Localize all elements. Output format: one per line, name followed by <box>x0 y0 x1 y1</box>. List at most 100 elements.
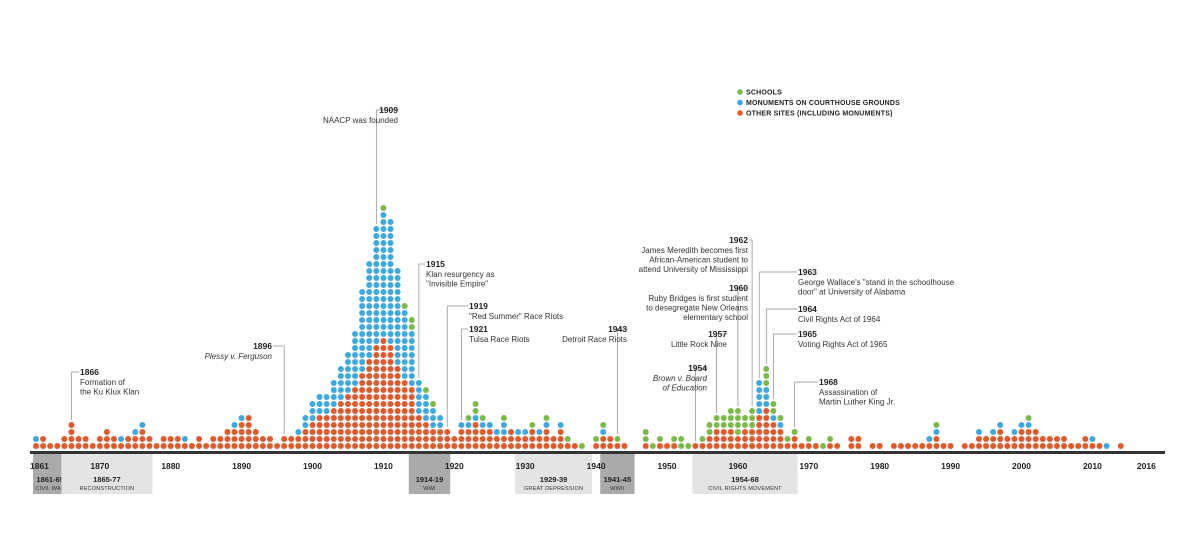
dot-courthouse-1910 <box>380 282 387 288</box>
dot-other-1874 <box>125 443 132 449</box>
dot-schools-1936 <box>564 436 571 442</box>
dot-courthouse-1914 <box>408 366 415 372</box>
dot-courthouse-1964 <box>763 387 770 393</box>
dot-other-1874 <box>125 436 132 442</box>
dot-other-1890 <box>238 443 245 449</box>
dot-courthouse-1901 <box>316 408 323 414</box>
dot-courthouse-1966 <box>777 422 784 428</box>
dot-other-2003 <box>1039 443 1046 449</box>
dot-other-1915 <box>415 415 422 421</box>
dot-other-1881 <box>174 436 181 442</box>
dot-other-1969 <box>798 443 805 449</box>
dot-courthouse-1927 <box>500 422 507 428</box>
dot-schools-1958 <box>720 422 727 428</box>
dot-schools-1959 <box>727 422 734 428</box>
dot-other-1879 <box>160 436 167 442</box>
annotation-year: 1921 <box>469 324 488 334</box>
dot-schools-1914 <box>408 317 415 323</box>
dot-other-1914 <box>408 422 415 428</box>
dot-other-1959 <box>727 443 734 449</box>
dot-schools-1959 <box>727 415 734 421</box>
dot-other-1910 <box>380 408 387 414</box>
dot-courthouse-1909 <box>373 303 380 309</box>
dot-other-1914 <box>408 436 415 442</box>
dot-other-1923 <box>472 436 479 442</box>
dot-schools-1951 <box>671 436 678 442</box>
dot-courthouse-1911 <box>387 324 394 330</box>
dot-courthouse-1908 <box>366 317 373 323</box>
dot-schools-1914 <box>408 324 415 330</box>
dot-other-1907 <box>359 373 366 379</box>
dot-other-1907 <box>359 422 366 428</box>
dot-courthouse-1963 <box>756 380 763 386</box>
dot-schools-1960 <box>734 429 741 435</box>
dot-courthouse-1911 <box>387 226 394 232</box>
dot-other-1891 <box>245 415 252 421</box>
dot-other-1875 <box>132 443 139 449</box>
dot-other-1871 <box>103 436 110 442</box>
dot-other-1909 <box>373 345 380 351</box>
dot-other-1983 <box>897 443 904 449</box>
dot-courthouse-1909 <box>373 331 380 337</box>
dot-other-1957 <box>713 429 720 435</box>
dot-other-1911 <box>387 394 394 400</box>
dot-other-1910 <box>380 436 387 442</box>
dot-other-1901 <box>316 429 323 435</box>
annotation-year: 1954 <box>688 363 707 373</box>
era-name: RECONSTRUCTION <box>80 486 135 492</box>
dot-courthouse-1907 <box>359 303 366 309</box>
dot-other-1925 <box>486 436 493 442</box>
dot-other-2002 <box>1032 443 1039 449</box>
dot-schools-1960 <box>734 422 741 428</box>
dot-other-1910 <box>380 352 387 358</box>
dot-other-1907 <box>359 387 366 393</box>
dot-other-1913 <box>401 429 408 435</box>
dot-other-1879 <box>160 443 167 449</box>
dot-other-2008 <box>1075 443 1082 449</box>
dot-courthouse-1910 <box>380 233 387 239</box>
dot-courthouse-1916 <box>422 408 429 414</box>
dot-courthouse-1941 <box>600 429 607 435</box>
dot-courthouse-1908 <box>366 261 373 267</box>
dot-other-1873 <box>118 443 125 449</box>
dot-other-1886 <box>210 443 217 449</box>
dot-schools-1964 <box>763 373 770 379</box>
dot-other-1913 <box>401 387 408 393</box>
dot-courthouse-1913 <box>401 373 408 379</box>
dot-other-1912 <box>394 401 401 407</box>
tick-label-1870: 1870 <box>90 461 109 471</box>
dot-other-1944 <box>621 443 628 449</box>
dot-other-1923 <box>472 429 479 435</box>
dot-courthouse-1910 <box>380 226 387 232</box>
dot-courthouse-1910 <box>380 268 387 274</box>
dot-other-1891 <box>245 443 252 449</box>
dot-schools-1952 <box>678 443 685 449</box>
dot-other-1876 <box>139 436 146 442</box>
dot-other-1920 <box>451 443 458 449</box>
dot-other-1963 <box>756 443 763 449</box>
dot-courthouse-1911 <box>387 317 394 323</box>
dot-other-1904 <box>337 429 344 435</box>
dot-courthouse-1906 <box>352 352 359 358</box>
dot-courthouse-1913 <box>401 324 408 330</box>
dot-courthouse-1911 <box>387 338 394 344</box>
dot-courthouse-1861 <box>33 436 39 442</box>
dot-courthouse-1912 <box>394 303 401 309</box>
dot-schools-1913 <box>401 303 408 309</box>
dot-courthouse-1908 <box>366 303 373 309</box>
annotation-text: door" at University of Alabama <box>798 288 906 297</box>
dot-courthouse-1909 <box>373 240 380 246</box>
dot-courthouse-1908 <box>366 331 373 337</box>
dot-other-1999 <box>1011 436 1018 442</box>
dot-courthouse-2001 <box>1025 422 1032 428</box>
dot-other-1890 <box>238 429 245 435</box>
dot-other-1888 <box>224 429 231 435</box>
dot-courthouse-1911 <box>387 282 394 288</box>
legend-swatch-schools <box>737 89 743 95</box>
dot-other-1886 <box>210 436 217 442</box>
dot-other-1910 <box>380 429 387 435</box>
dot-courthouse-1914 <box>408 359 415 365</box>
dot-courthouse-1914 <box>408 380 415 386</box>
dot-courthouse-1909 <box>373 282 380 288</box>
dot-other-1964 <box>763 422 770 428</box>
